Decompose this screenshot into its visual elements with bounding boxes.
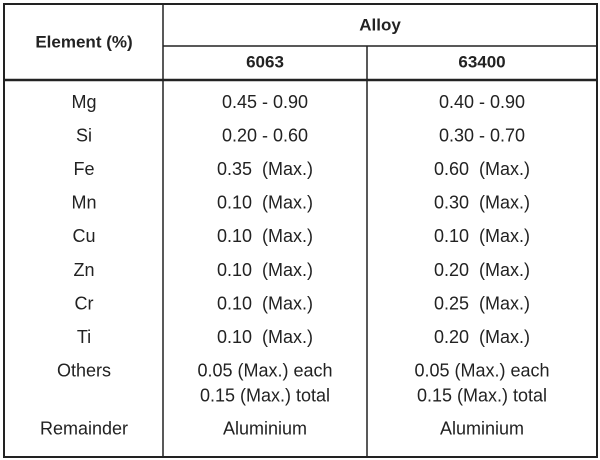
element-name: Fe bbox=[73, 159, 94, 179]
header-group: Alloy bbox=[359, 15, 401, 34]
cell-text: 0.10 (Max.) bbox=[217, 327, 313, 347]
column-header: 6063 bbox=[246, 52, 284, 71]
element-name: Mn bbox=[71, 193, 96, 213]
cell-text: 0.35 (Max.) bbox=[217, 159, 313, 179]
element-name: Si bbox=[76, 125, 92, 145]
cell-text: 0.10 (Max.) bbox=[217, 293, 313, 313]
cell-text: 0.45 - 0.90 bbox=[222, 92, 308, 112]
table-border bbox=[3, 3, 598, 458]
element-name: Ti bbox=[77, 327, 91, 347]
element-name: Cr bbox=[75, 293, 94, 313]
cell-text: 0.20 (Max.) bbox=[434, 260, 530, 280]
cell-text: 0.10 (Max.) bbox=[217, 193, 313, 213]
cell-text: 0.30 (Max.) bbox=[434, 193, 530, 213]
column-header: 63400 bbox=[458, 52, 505, 71]
cell-text: 0.15 (Max.) total bbox=[200, 386, 330, 406]
cell-text: 0.20 - 0.60 bbox=[222, 125, 308, 145]
cell-text: Aluminium bbox=[223, 419, 307, 439]
cell-text: 0.10 (Max.) bbox=[434, 226, 530, 246]
element-name: Zn bbox=[73, 260, 94, 280]
cell-text: 0.15 (Max.) total bbox=[417, 386, 547, 406]
cell-text: Aluminium bbox=[440, 419, 524, 439]
cell-text: 0.25 (Max.) bbox=[434, 293, 530, 313]
header-title: Element (%) bbox=[35, 32, 132, 51]
cell-text: 0.20 (Max.) bbox=[434, 327, 530, 347]
cell-text: 0.60 (Max.) bbox=[434, 159, 530, 179]
element-name: Mg bbox=[71, 92, 96, 112]
cell-text: 0.10 (Max.) bbox=[217, 226, 313, 246]
cell-text: 0.05 (Max.) each bbox=[197, 361, 332, 381]
element-name: Cu bbox=[72, 226, 95, 246]
cell-text: 0.30 - 0.70 bbox=[439, 125, 525, 145]
cell-text: 0.10 (Max.) bbox=[217, 260, 313, 280]
element-name: Others bbox=[57, 361, 111, 381]
cell-text: 0.40 - 0.90 bbox=[439, 92, 525, 112]
cell-text: 0.05 (Max.) each bbox=[414, 361, 549, 381]
element-name: Remainder bbox=[40, 419, 128, 439]
